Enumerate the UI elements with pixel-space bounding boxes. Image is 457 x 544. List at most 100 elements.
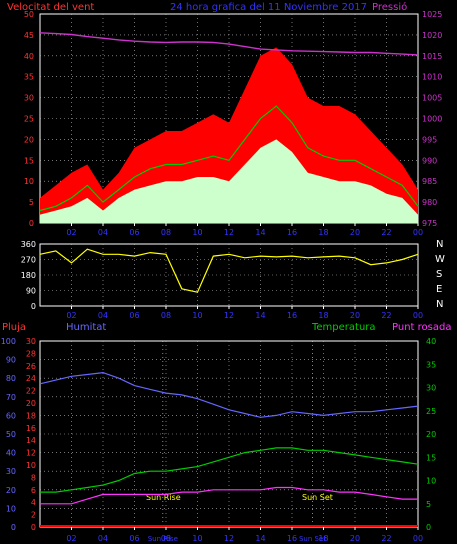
humidity-y-tick-label: 70 [6, 393, 16, 402]
chart-marks: 0510152025303540455097598098599099510001… [1, 10, 443, 543]
rain-y-tick-label: 26 [26, 362, 36, 371]
direction-x-tick-label: 04 [98, 311, 108, 320]
humitat-label: Humitat [66, 322, 106, 333]
compass-e: E [436, 284, 442, 295]
rain-y-tick-label: 6 [31, 486, 36, 495]
temperature-line [40, 447, 419, 493]
header-center-label: 24 hora grafica del 11 Noviembre 2017 [170, 2, 367, 13]
humidity-y-tick-label: 80 [6, 374, 16, 383]
wind-y-tick-label: 35 [24, 73, 34, 82]
rain-y-tick-label: 10 [26, 461, 36, 470]
temp-y-tick-label: 30 [426, 384, 436, 393]
wind-x-tick-label: 16 [287, 228, 297, 237]
compass-n-bottom: N [436, 299, 443, 310]
wind-y-tick-label: 40 [24, 52, 34, 61]
direction-x-tick-label: 02 [66, 311, 76, 320]
humidity-y-tick-label: 90 [6, 356, 16, 365]
temp-x-tick-label: 00 [413, 534, 423, 543]
temp-x-tick-label: 18 [318, 534, 328, 543]
direction-y-tick-label: 360 [21, 240, 36, 249]
rain-y-tick-label: 2 [31, 511, 36, 520]
rain-y-tick-label: 22 [26, 387, 36, 396]
wind-x-tick-label: 20 [350, 228, 360, 237]
sun-rise-annotation: Sun Rise [146, 493, 181, 502]
pressure-y-tick-label: 1005 [422, 94, 442, 103]
direction-x-tick-label: 16 [287, 311, 297, 320]
pressure-y-tick-label: 985 [422, 177, 437, 186]
wind-x-tick-label: 04 [98, 228, 108, 237]
direction-line [39, 248, 419, 293]
temp-x-tick-label: 08 [161, 534, 171, 543]
pressure-y-tick-label: 1015 [422, 52, 442, 61]
pressure-y-tick-label: 1010 [422, 73, 442, 82]
wind-y-tick-label: 45 [24, 31, 34, 40]
sun-rise-tick-label: Sun Rise [148, 535, 178, 543]
wind-x-tick-label: 06 [129, 228, 139, 237]
wind-x-tick-label: 10 [192, 228, 202, 237]
rain-y-tick-label: 16 [26, 424, 36, 433]
humidity-y-tick-label: 100 [1, 337, 16, 346]
temp-y-tick-label: 25 [426, 407, 436, 416]
wind-x-tick-label: 12 [224, 228, 234, 237]
wind-y-tick-label: 30 [24, 94, 34, 103]
pressure-y-tick-label: 1000 [422, 115, 442, 124]
rain-y-tick-label: 28 [26, 349, 36, 358]
rain-y-tick-label: 0 [31, 523, 36, 532]
temp-y-tick-label: 10 [426, 477, 436, 486]
humidity-y-tick-label: 20 [6, 486, 16, 495]
direction-y-tick-label: 0 [31, 302, 36, 311]
temp-y-tick-label: 35 [426, 360, 436, 369]
wind-y-tick-label: 0 [29, 219, 34, 228]
wind-x-tick-label: 08 [161, 228, 171, 237]
temp-x-tick-label: 02 [66, 534, 76, 543]
wind-y-tick-label: 20 [24, 135, 34, 144]
humidity-y-tick-label: 10 [6, 504, 16, 513]
wind-y-tick-label: 50 [24, 10, 34, 19]
wind-x-tick-label: 22 [381, 228, 391, 237]
direction-x-tick-label: 22 [381, 311, 391, 320]
rain-y-tick-label: 20 [26, 399, 36, 408]
rain-y-tick-label: 8 [31, 473, 36, 482]
direction-y-tick-label: 270 [21, 256, 36, 265]
wind-y-tick-label: 25 [24, 115, 34, 124]
direction-x-tick-label: 00 [413, 311, 423, 320]
header-right-label: Pressió [372, 1, 407, 13]
wind-average-line [39, 105, 419, 212]
temp-y-tick-label: 40 [426, 337, 436, 346]
temp-x-tick-label: 04 [98, 534, 108, 543]
pressure-y-tick-label: 1025 [422, 10, 442, 19]
rain-y-tick-label: 12 [26, 449, 36, 458]
direction-x-tick-label: 10 [192, 311, 202, 320]
wind-y-tick-label: 10 [24, 177, 34, 186]
humidity-y-tick-label: 40 [6, 449, 16, 458]
rain-y-tick-label: 24 [26, 374, 36, 383]
temp-y-tick-label: 20 [426, 430, 436, 439]
direction-y-tick-label: 180 [21, 271, 36, 280]
pluja-label: Pluja [2, 322, 26, 333]
direction-x-tick-label: 12 [224, 311, 234, 320]
wind-y-tick-label: 15 [24, 156, 34, 165]
pressure-y-tick-label: 990 [422, 156, 437, 165]
wind-x-tick-label: 02 [66, 228, 76, 237]
sun-set-tick-label: Sun Set [299, 535, 326, 543]
pressure-y-tick-label: 980 [422, 198, 437, 207]
direction-x-tick-label: 06 [129, 311, 139, 320]
rain-y-tick-label: 30 [26, 337, 36, 346]
compass-s: S [436, 269, 442, 280]
humidity-y-tick-label: 60 [6, 411, 16, 420]
pressure-y-tick-label: 995 [422, 135, 437, 144]
temp-x-tick-label: 22 [381, 534, 391, 543]
wind-x-tick-label: 18 [318, 228, 328, 237]
temp-y-tick-label: 15 [426, 453, 436, 462]
pressure-y-tick-label: 1020 [422, 31, 442, 40]
pressure-line [39, 32, 419, 56]
humidity-y-tick-label: 50 [6, 430, 16, 439]
sun-set-annotation: Sun Set [302, 493, 333, 502]
wind-speed-area [40, 139, 418, 223]
direction-x-tick-label: 08 [161, 311, 171, 320]
direction-x-tick-label: 20 [350, 311, 360, 320]
wind-y-tick-label: 5 [29, 198, 34, 207]
humidity-y-tick-label: 30 [6, 467, 16, 476]
